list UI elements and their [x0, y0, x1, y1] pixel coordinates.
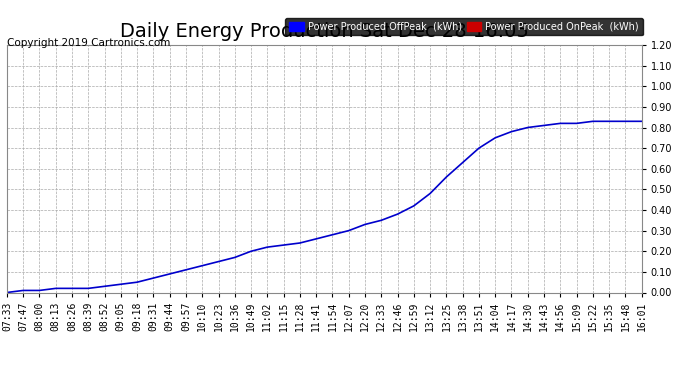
Legend: Power Produced OffPeak  (kWh), Power Produced OnPeak  (kWh): Power Produced OffPeak (kWh), Power Prod… — [285, 18, 642, 36]
Text: Copyright 2019 Cartronics.com: Copyright 2019 Cartronics.com — [7, 38, 170, 48]
Title: Daily Energy Production Sat Dec 28 16:05: Daily Energy Production Sat Dec 28 16:05 — [120, 22, 529, 40]
